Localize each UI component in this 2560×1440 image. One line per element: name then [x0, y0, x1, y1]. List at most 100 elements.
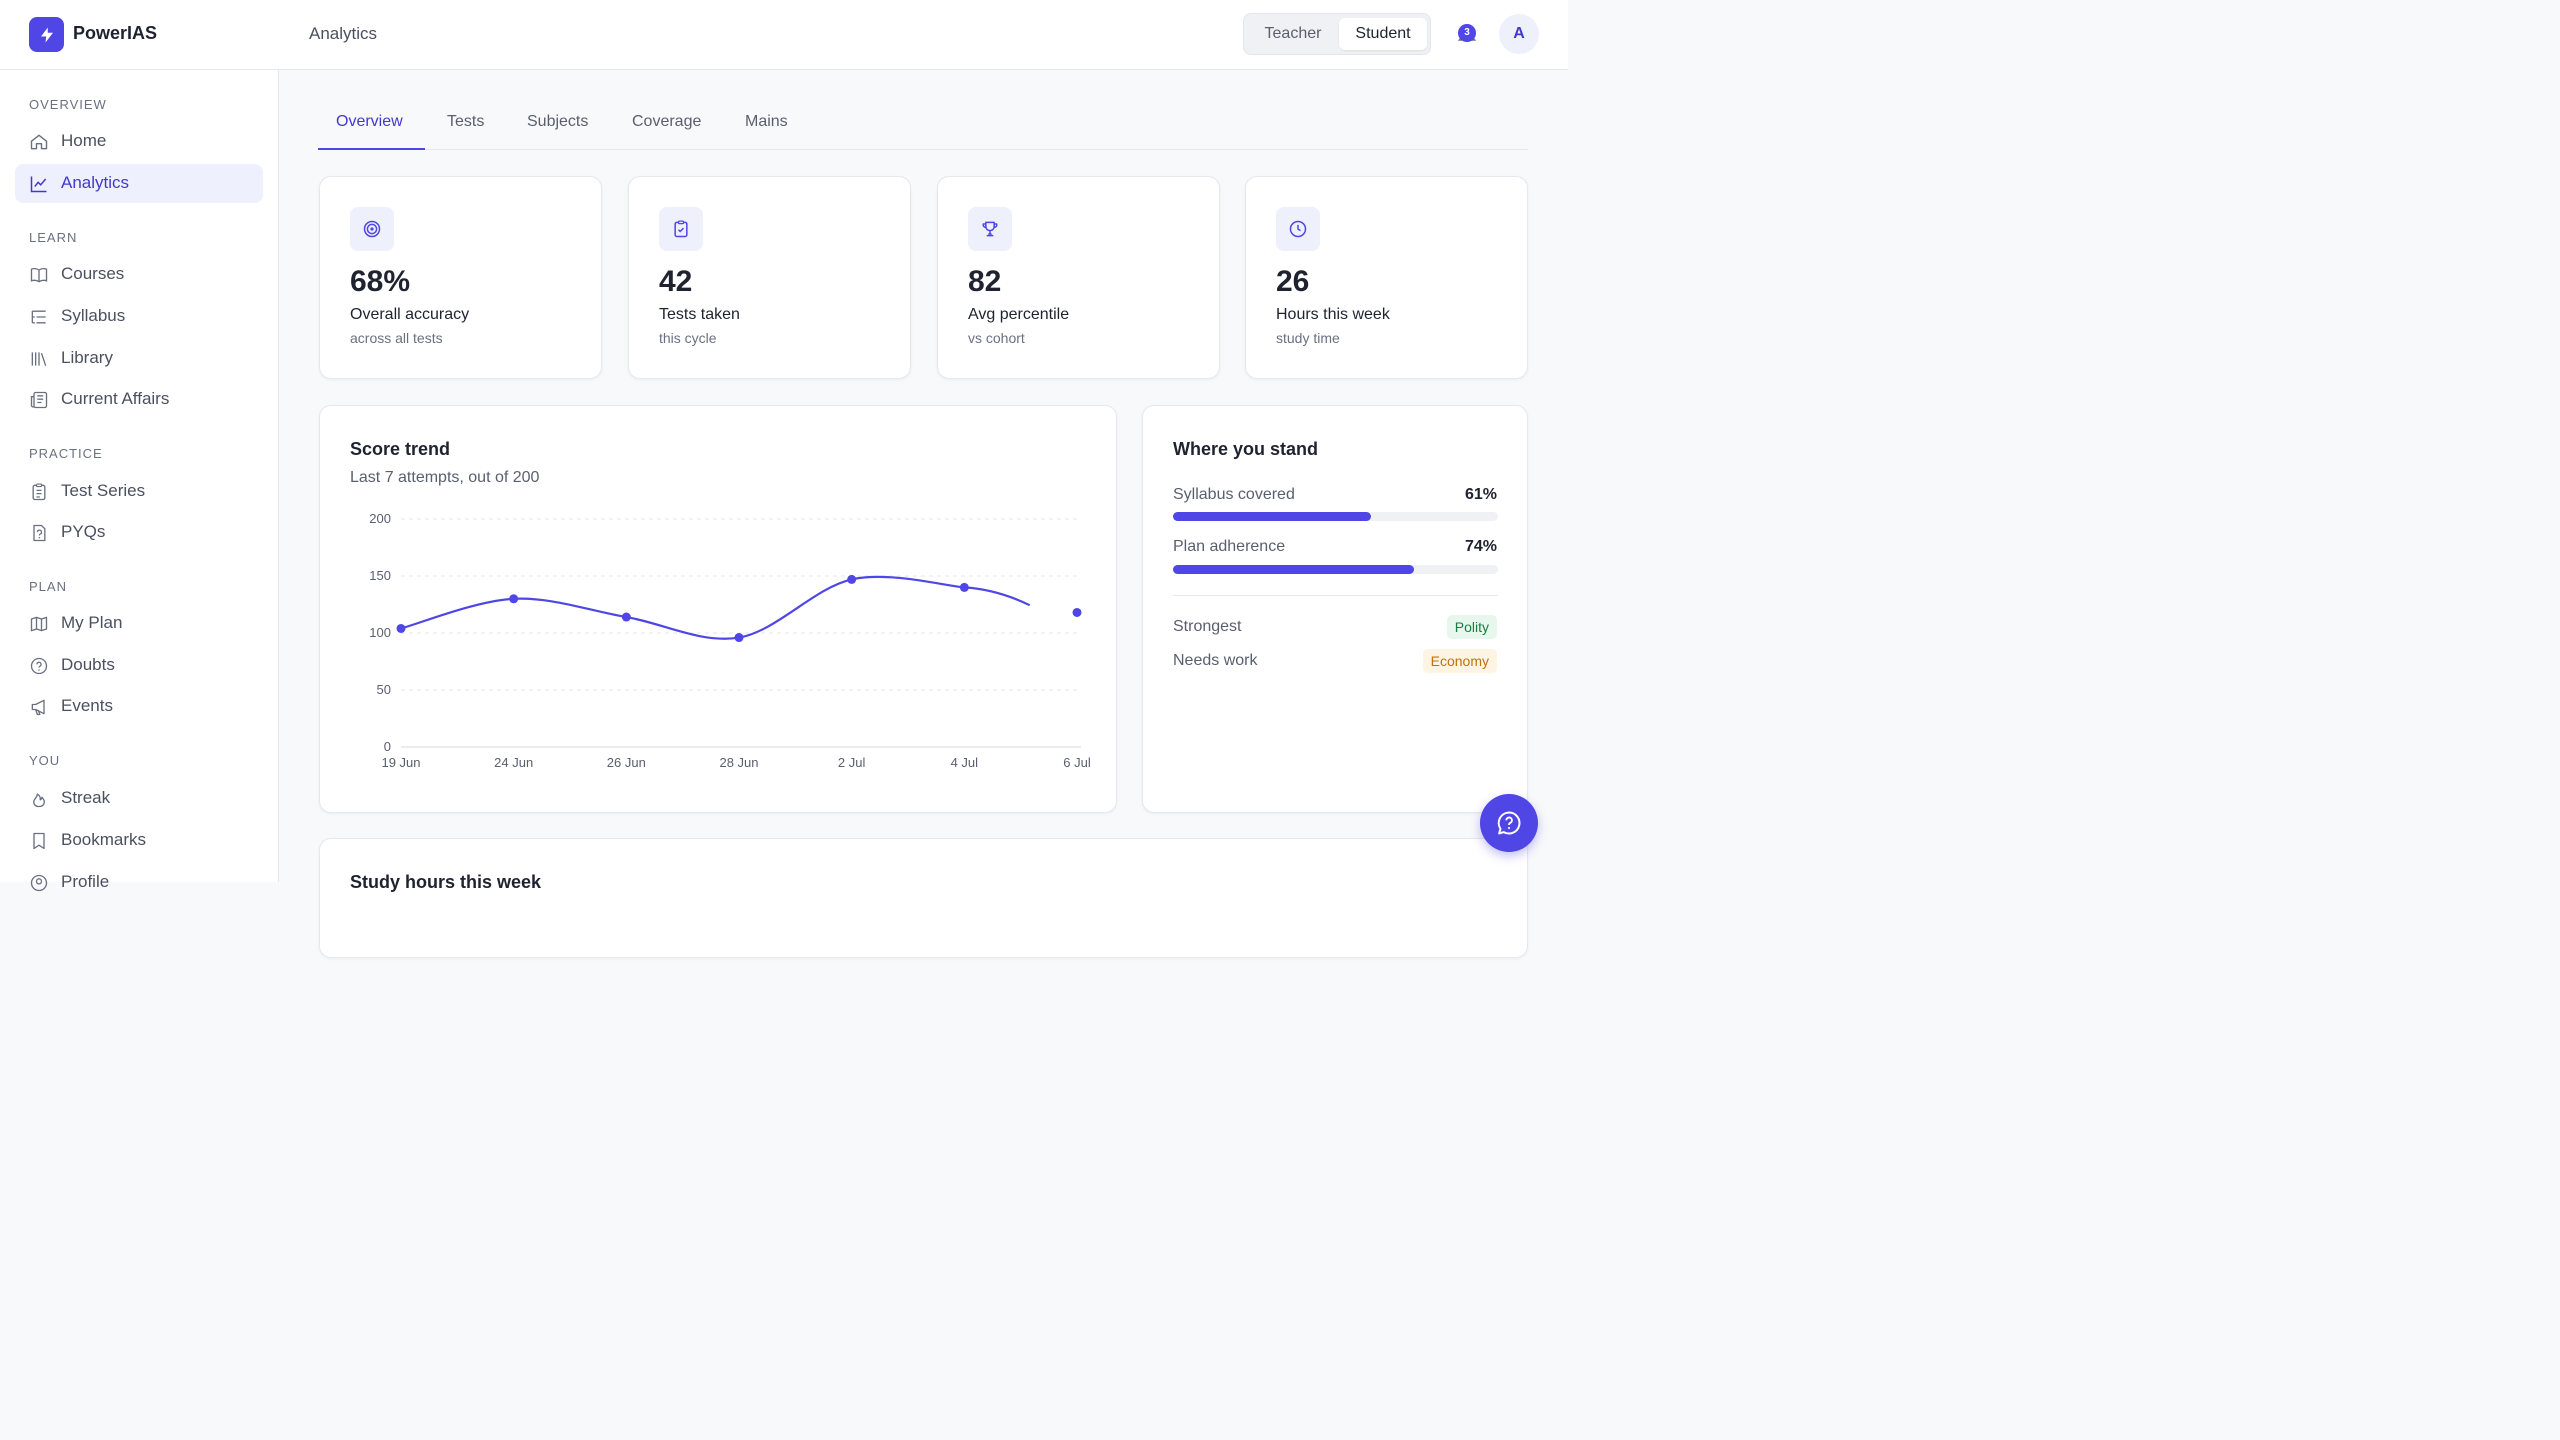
bookmark-icon: [33, 832, 45, 850]
sidebar-item-streak[interactable]: Streak: [15, 779, 263, 818]
library-icon: [31, 352, 47, 366]
page-title: Analytics: [309, 24, 378, 43]
tab-overview[interactable]: Overview: [336, 113, 403, 130]
trophy-icon: [968, 207, 1012, 251]
sidebar-item-label: Test Series: [61, 481, 146, 500]
role-student-button[interactable]: Student: [1339, 18, 1427, 50]
file-question-icon: [33, 524, 46, 542]
brand-name: PowerIAS: [73, 23, 158, 43]
x-tick-label: 26 Jun: [607, 755, 646, 770]
strongest-label: Strongest: [1173, 618, 1242, 635]
sidebar-item-doubts[interactable]: Doubts: [15, 646, 263, 685]
stat-subtext: study time: [1276, 330, 1340, 346]
data-point: [621, 612, 631, 622]
sidebar-item-profile[interactable]: Profile: [15, 863, 263, 902]
sidebar-item-label: Syllabus: [61, 306, 126, 325]
tab-subjects[interactable]: Subjects: [527, 113, 589, 130]
sidebar-item-home[interactable]: Home: [15, 122, 263, 161]
bolt-icon: [40, 27, 53, 42]
logo[interactable]: [29, 17, 64, 52]
y-tick-label: 0: [384, 739, 391, 754]
score-trend-chart: 0 50 100 150 200 19 Jun 24 Jun 26 Jun 28 Jun 2 Ju…: [369, 511, 1091, 770]
score-trend-title: Score trend: [350, 439, 451, 459]
y-tick-label: 200: [369, 511, 391, 526]
sidebar-item-test-series[interactable]: Test Series: [15, 472, 263, 511]
where-you-stand-title: Where you stand: [1173, 439, 1319, 459]
stat-label: Tests taken: [659, 306, 740, 323]
strongest-subject-badge: Polity: [1446, 615, 1497, 639]
stat-label: Avg percentile: [968, 306, 1070, 323]
stat-card-hours: 26 Hours this week study time: [1245, 176, 1528, 379]
sidebar-item-syllabus[interactable]: Syllabus: [15, 297, 263, 336]
sidebar-item-label: Events: [61, 696, 113, 715]
data-point: [509, 594, 519, 604]
syllabus-covered-progress: [1173, 512, 1498, 521]
stat-card-percentile: 82 Avg percentile vs cohort: [937, 176, 1220, 379]
tabs-divider: [318, 149, 1528, 150]
sidebar: OVERVIEW Home Analytics LEARN Courses Sy…: [0, 70, 279, 892]
x-tick-label: 6 Jul: [1063, 755, 1091, 770]
role-teacher-button[interactable]: Teacher: [1264, 25, 1322, 42]
stat-subtext: across all tests: [350, 330, 443, 346]
help-circle-icon: [30, 657, 48, 675]
help-chat-button[interactable]: [1480, 794, 1538, 852]
stat-value: 26: [1276, 265, 1310, 298]
study-hours-title: Study hours this week: [350, 872, 542, 892]
series-line: [400, 575, 1031, 640]
stat-label: Hours this week: [1276, 306, 1390, 323]
chat-question-icon: [1497, 811, 1521, 835]
stat-label: Overall accuracy: [350, 306, 470, 323]
sidebar-item-bookmarks[interactable]: Bookmarks: [15, 821, 263, 860]
sidebar-item-library[interactable]: Library: [15, 339, 263, 378]
plan-adherence-progress: [1173, 565, 1498, 574]
sidebar-item-label: Courses: [61, 264, 125, 283]
sidebar-item-label: Doubts: [61, 655, 115, 674]
score-trend-subtitle: Last 7 attempts, out of 200: [350, 469, 540, 486]
sidebar-item-my-plan[interactable]: My Plan: [15, 604, 263, 643]
map-icon: [30, 616, 48, 632]
x-tick-label: 28 Jun: [719, 755, 758, 770]
sidebar-item-pyqs[interactable]: PYQs: [15, 513, 263, 552]
role-switch: Teacher Student: [1243, 13, 1431, 55]
list-tree-icon: [31, 310, 46, 324]
target-icon: [350, 207, 394, 251]
sidebar-item-label: Home: [61, 131, 107, 150]
tab-coverage[interactable]: Coverage: [632, 113, 702, 130]
newspaper-icon: [30, 391, 48, 409]
flame-icon: [33, 793, 45, 808]
y-tick-label: 150: [369, 568, 391, 583]
sidebar-item-analytics[interactable]: Analytics: [15, 164, 263, 203]
sidebar-item-label: Bookmarks: [61, 830, 147, 849]
x-tick-label: 19 Jun: [381, 755, 420, 770]
clock-icon: [1276, 207, 1320, 251]
data-point: [1072, 607, 1082, 617]
plan-adherence-progress-fill: [1173, 565, 1414, 574]
stat-card-accuracy: 68% Overall accuracy across all tests: [319, 176, 602, 379]
section-label-you: YOU: [29, 753, 61, 768]
section-label-learn: LEARN: [29, 230, 78, 245]
x-tick-label: 2 Jul: [838, 755, 866, 770]
tab-tests[interactable]: Tests: [447, 113, 485, 130]
tab-mains[interactable]: Mains: [745, 113, 788, 130]
study-hours-card: Study hours this week: [319, 838, 1528, 958]
sidebar-item-current-affairs[interactable]: Current Affairs: [15, 380, 263, 419]
needs-work-subject-badge: Economy: [1422, 649, 1497, 673]
notification-count-badge: 3: [1458, 24, 1476, 42]
stat-subtext: this cycle: [659, 330, 717, 346]
sidebar-item-events[interactable]: Events: [15, 687, 263, 726]
section-label-plan: PLAN: [29, 579, 67, 594]
stat-subtext: vs cohort: [968, 330, 1025, 346]
where-you-stand-card: Where you stand Syllabus covered 61% Pla…: [1142, 405, 1528, 813]
sidebar-item-courses[interactable]: Courses: [15, 255, 263, 294]
avatar[interactable]: A: [1499, 14, 1539, 54]
syllabus-covered-value: 61%: [1464, 486, 1497, 503]
top-header: PowerIAS Analytics Teacher Student 3 A: [0, 0, 1568, 70]
needs-work-label: Needs work: [1173, 652, 1258, 669]
sidebar-item-label: Library: [61, 348, 113, 367]
x-tick-label: 4 Jul: [951, 755, 979, 770]
sidebar-item-label: Current Affairs: [61, 389, 170, 408]
clipboard-list-icon: [32, 483, 46, 501]
active-tab-indicator: [318, 148, 425, 150]
sidebar-item-label: Analytics: [61, 173, 130, 192]
data-point: [396, 623, 406, 633]
